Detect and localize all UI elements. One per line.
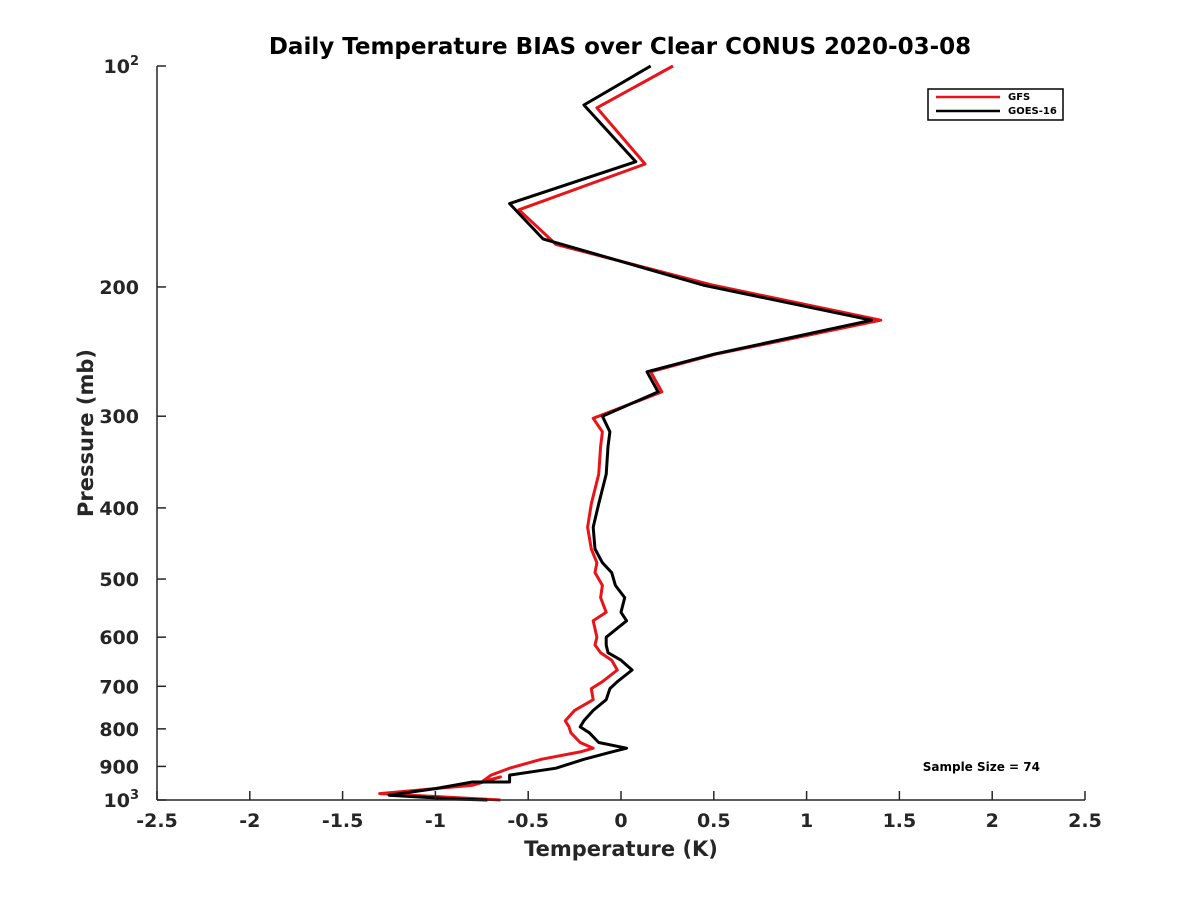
series-line-goes16: [387, 64, 874, 802]
y-ticks: 102 200 300 400 500 600 700 800 900 103: [99, 54, 166, 812]
x-ticks: -2.5 -2 -1.5 -1 -0.5 0 0.5 1 1.5 2 2.5: [136, 791, 1102, 832]
y-tick-label: 400: [99, 498, 139, 520]
x-tick-label: 2.5: [1068, 810, 1102, 832]
x-tick-label: -1: [425, 810, 446, 832]
y-tick-label: 900: [99, 756, 139, 778]
y-axis-label: Pressure (mb): [74, 349, 98, 517]
x-tick-label: -1.5: [322, 810, 364, 832]
legend-label-gfs: GFS: [1008, 92, 1030, 103]
y-tick-label: 600: [99, 627, 139, 649]
y-tick-label: 200: [99, 277, 139, 299]
x-axis-label: Temperature (K): [524, 837, 718, 861]
series-layer: [378, 64, 883, 802]
x-tick-label: 1: [800, 810, 813, 832]
y-tick-label: 700: [99, 676, 139, 698]
legend-box: [927, 88, 1064, 121]
legend: GFS GOES-16: [927, 88, 1064, 121]
y-tick-label: 103: [104, 788, 140, 812]
x-tick-label: 1.5: [883, 810, 917, 832]
x-tick-label: -2: [239, 810, 260, 832]
x-tick-label: 2: [986, 810, 999, 832]
legend-label-goes16: GOES-16: [1008, 106, 1057, 117]
y-tick-label: 300: [99, 406, 139, 428]
x-tick-label: 0: [614, 810, 627, 832]
sample-size-annotation: Sample Size = 74: [923, 760, 1040, 774]
x-tick-label: -2.5: [136, 810, 178, 832]
x-tick-label: -0.5: [507, 810, 549, 832]
y-tick-label: 102: [104, 54, 140, 78]
y-tick-label: 800: [99, 719, 139, 741]
x-tick-label: 0.5: [697, 810, 731, 832]
chart-title: Daily Temperature BIAS over Clear CONUS …: [269, 34, 971, 60]
y-tick-label: 500: [99, 569, 139, 591]
